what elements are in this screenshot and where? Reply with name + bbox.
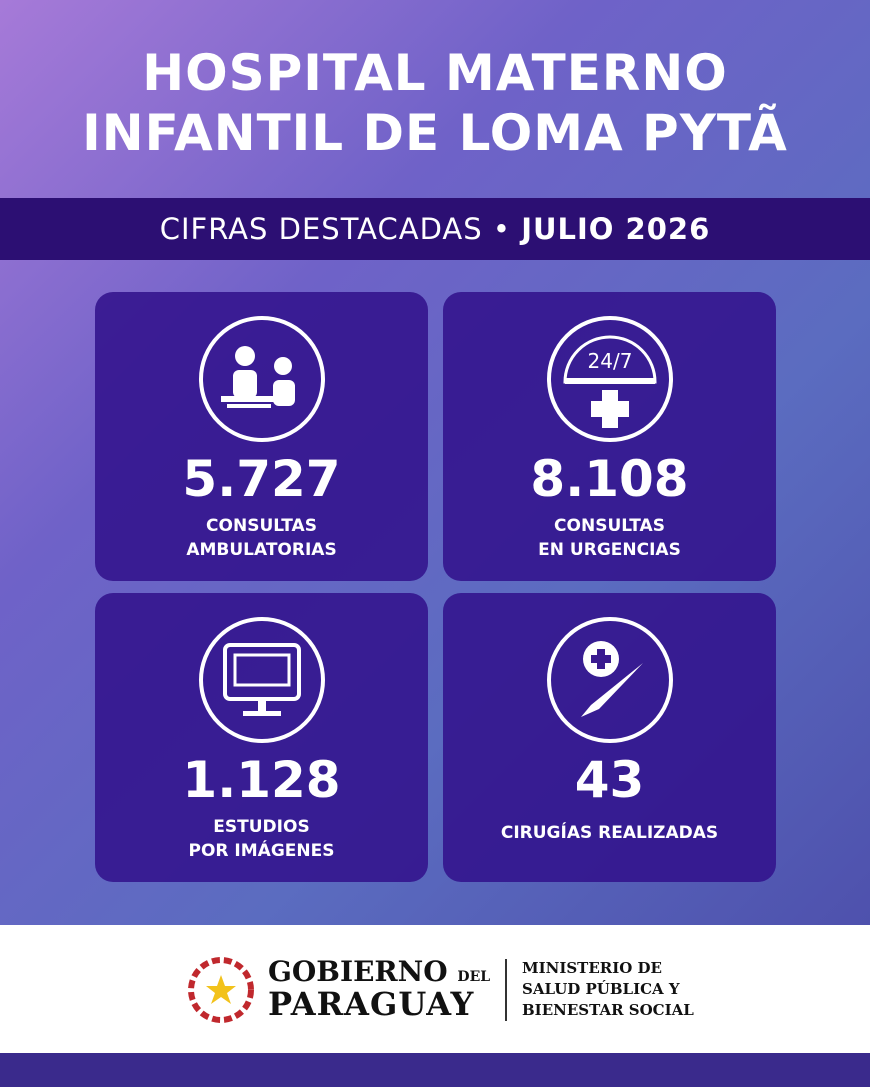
icon	[199, 617, 325, 743]
title-line: HOSPITAL MATERNO	[142, 44, 728, 102]
stat-label: CIRUGÍAS REALIZADAS	[500, 823, 719, 843]
stat-value: 8.108	[530, 450, 689, 508]
gov-line: PARAGUAY	[268, 985, 475, 1023]
stat-card: 43 CIRUGÍAS REALIZADAS	[443, 593, 776, 882]
icon-graphic	[581, 641, 643, 717]
banner-period: JULIO 2026	[521, 212, 711, 246]
gov-text: GOBIERNO DEL	[268, 955, 490, 988]
stat-value: 1.128	[182, 751, 341, 809]
divider	[505, 959, 507, 1021]
icon	[199, 316, 325, 442]
gov-line: GOBIERNO	[268, 955, 448, 988]
stat-label: CONSULTAS	[206, 516, 317, 536]
emblem	[188, 957, 254, 1023]
title-line: INFANTIL DE LOMA PYTÃ	[82, 104, 788, 162]
stat-label: EN URGENCIAS	[538, 540, 681, 560]
bottom-strip	[0, 1053, 870, 1087]
icon-text: 24/7	[588, 349, 633, 373]
stat-card: 5.727 CONSULTAS AMBULATORIAS	[95, 292, 428, 581]
stat-value: 43	[574, 751, 645, 809]
ministry-line: MINISTERIO DE	[522, 959, 662, 977]
icon: 24/7	[547, 316, 673, 442]
stat-label: AMBULATORIAS	[186, 540, 337, 560]
stat-label: ESTUDIOS	[213, 817, 310, 837]
footer: GOBIERNO DEL PARAGUAY MINISTERIO DE SALU…	[0, 925, 870, 1053]
icon	[547, 617, 673, 743]
banner-label: CIFRAS DESTACADAS •	[159, 212, 511, 246]
icon-graphic	[221, 346, 295, 408]
ministry-line: SALUD PÚBLICA Y	[522, 980, 680, 998]
stat-value: 5.727	[182, 450, 341, 508]
stat-card: 1.128 ESTUDIOS POR IMÁGENES	[95, 593, 428, 882]
stat-label: POR IMÁGENES	[188, 841, 335, 861]
gov-del: DEL	[457, 969, 491, 985]
icon-graphic	[223, 643, 301, 716]
stat-card: 24/7 8.108 CONSULTAS EN URGENCIAS	[443, 292, 776, 581]
stat-label: CONSULTAS	[554, 516, 665, 536]
banner: CIFRAS DESTACADAS • JULIO 2026	[0, 198, 870, 260]
icon-graphic: 24/7	[563, 335, 657, 428]
ministry-line: BIENESTAR SOCIAL	[522, 1001, 694, 1019]
